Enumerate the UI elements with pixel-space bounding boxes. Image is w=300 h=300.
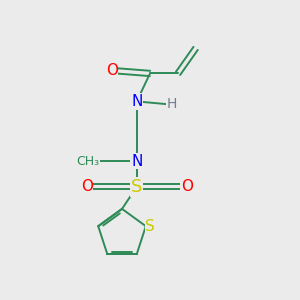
- Text: N: N: [131, 154, 142, 169]
- Text: O: O: [106, 63, 118, 78]
- Text: N: N: [131, 94, 142, 109]
- Text: O: O: [181, 179, 193, 194]
- Text: CH₃: CH₃: [76, 155, 100, 168]
- Text: S: S: [146, 219, 155, 234]
- Text: H: H: [167, 98, 177, 111]
- Text: O: O: [81, 179, 93, 194]
- Text: S: S: [131, 178, 142, 196]
